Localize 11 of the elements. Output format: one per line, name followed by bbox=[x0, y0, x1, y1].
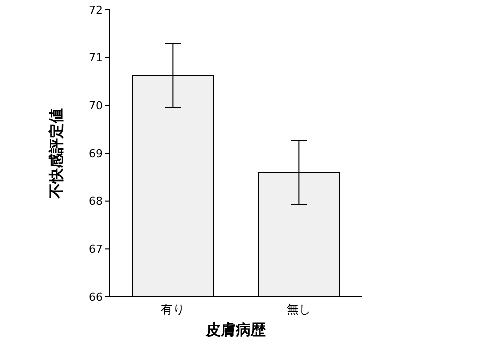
y-tick-label: 71 bbox=[89, 52, 103, 65]
y-tick-label: 70 bbox=[89, 100, 103, 113]
x-axis-title: 皮膚病歴 bbox=[205, 321, 267, 339]
x-tick-label: 有り bbox=[161, 302, 185, 317]
y-axis-title: 不快感評定値 bbox=[47, 108, 66, 200]
y-tick-label: 69 bbox=[89, 147, 103, 160]
x-tick-label: 無し bbox=[287, 302, 311, 317]
y-tick-label: 66 bbox=[89, 290, 103, 304]
y-tick-label: 72 bbox=[89, 4, 103, 17]
y-tick-label: 68 bbox=[89, 195, 103, 208]
y-tick-label: 67 bbox=[89, 243, 103, 256]
